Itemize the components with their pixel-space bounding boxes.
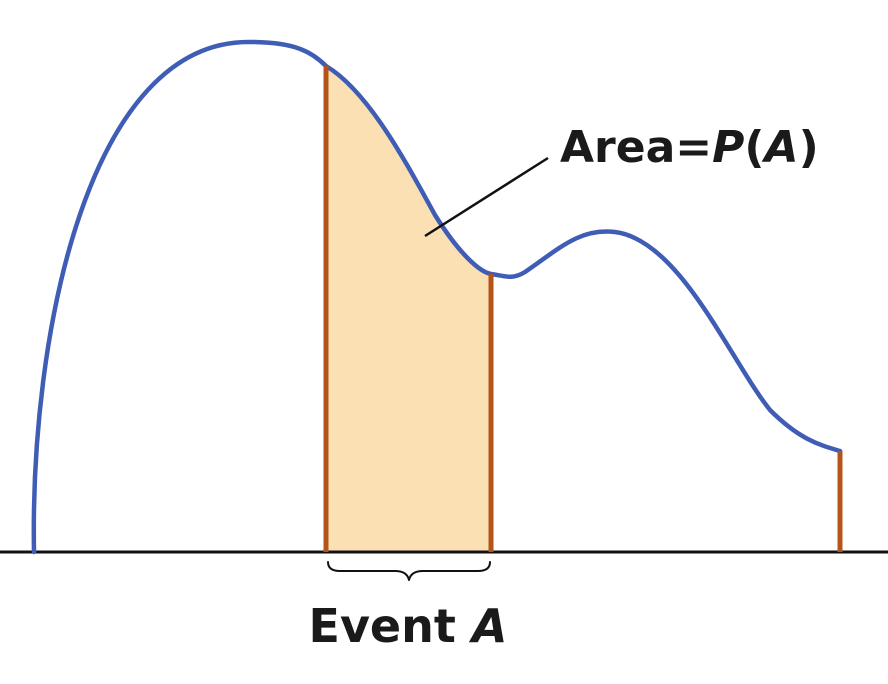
- event-label: Event A: [309, 599, 508, 653]
- shaded-area-region: [326, 66, 491, 552]
- density-curve: [31, 39, 843, 555]
- area-label: Area=P(A): [560, 122, 819, 173]
- event-brace: [327, 561, 491, 581]
- area-leader-line: [424, 156, 549, 238]
